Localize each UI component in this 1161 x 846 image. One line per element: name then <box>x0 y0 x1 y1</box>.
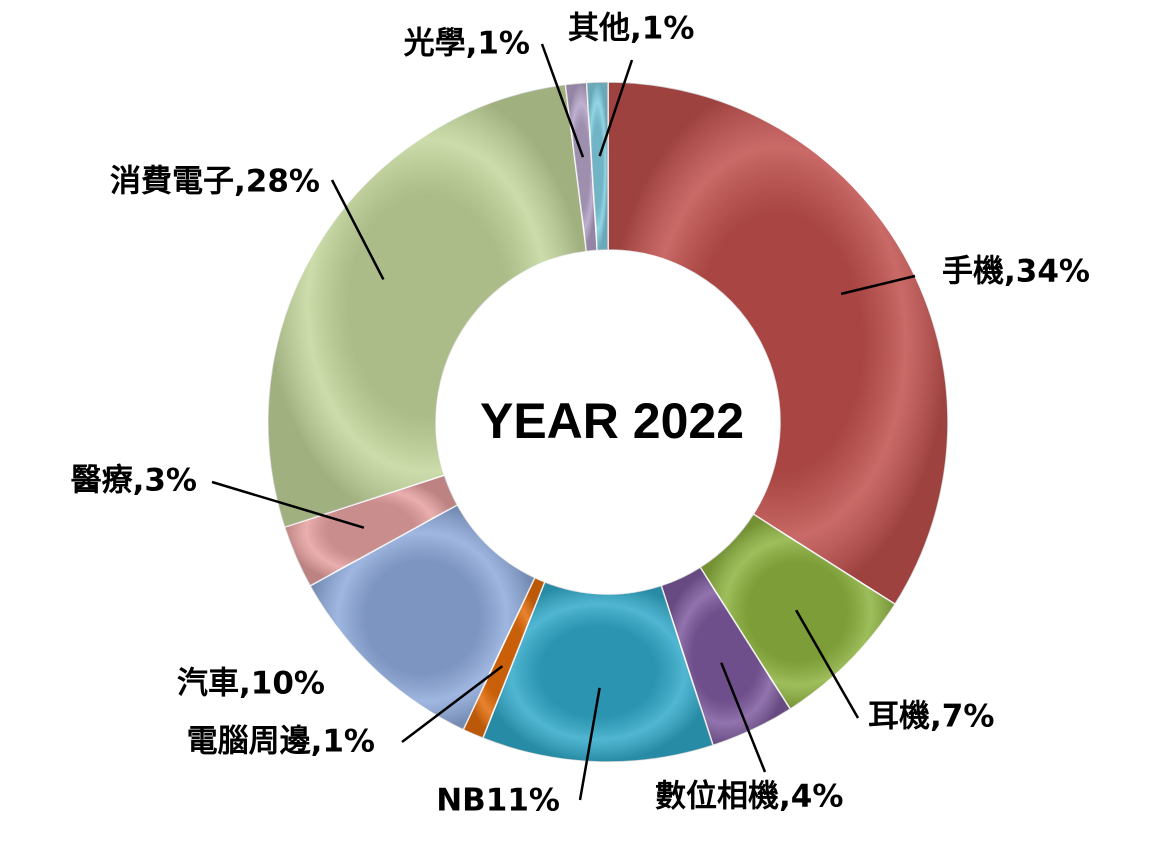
data-label: 消費電子,28% <box>110 164 320 200</box>
leader-line <box>211 480 365 529</box>
data-label: 醫療,3% <box>71 463 197 499</box>
data-label: 手機,34% <box>942 254 1090 290</box>
data-label: 耳機,7% <box>868 699 994 735</box>
leader-line <box>401 665 504 743</box>
leader-line <box>598 59 634 157</box>
data-label: 光學,1% <box>404 26 530 62</box>
data-label: 數位相機,4% <box>655 779 843 815</box>
leader-line <box>330 179 385 281</box>
leader-line <box>795 609 860 719</box>
data-label: 汽車,10% <box>177 666 325 702</box>
slice <box>607 81 949 606</box>
leader-line <box>840 274 916 296</box>
data-label: NB11% <box>436 783 560 819</box>
leader-line <box>540 43 585 158</box>
chart-title: YEAR 2022 <box>480 393 744 449</box>
leader-line <box>578 687 601 801</box>
data-label: 其他,1% <box>568 11 694 47</box>
leader-line <box>720 662 767 773</box>
slice <box>267 83 588 529</box>
data-label: 電腦周邊,1% <box>187 724 375 760</box>
